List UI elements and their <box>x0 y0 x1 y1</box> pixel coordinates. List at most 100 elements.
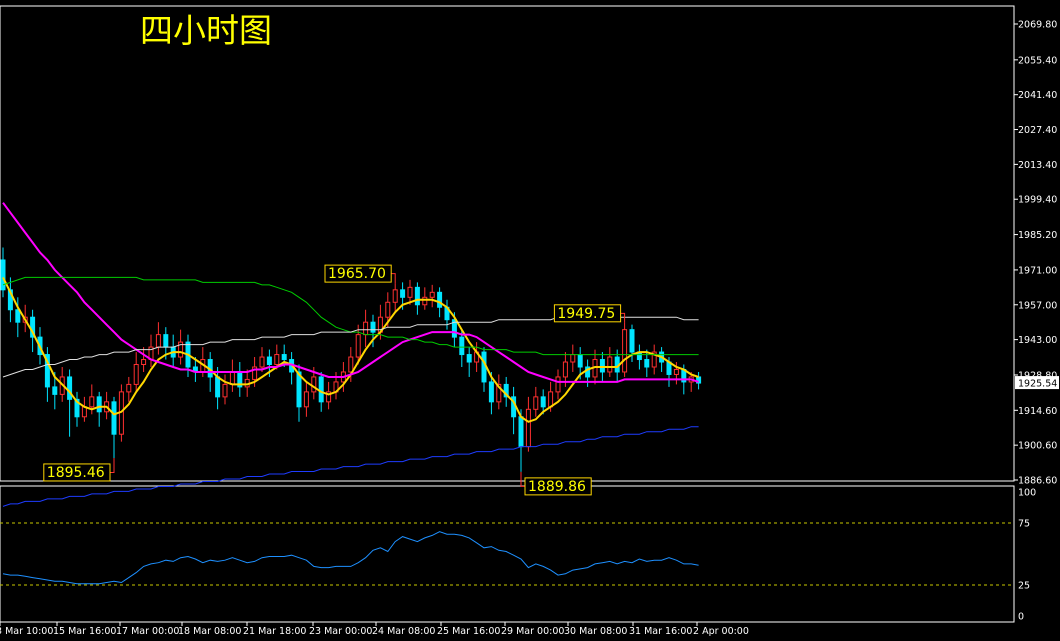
time-tick-label: 25 Mar 16:00 <box>437 626 500 637</box>
candle-body <box>111 401 117 435</box>
candle-body <box>548 391 554 408</box>
candle <box>0 247 6 298</box>
oscillator-tick-label: 100 <box>1018 488 1036 499</box>
candle-body <box>570 354 576 363</box>
candle-body <box>303 391 309 408</box>
candle-body <box>89 396 95 408</box>
annotation-leader <box>110 457 115 473</box>
candle-body <box>422 296 428 306</box>
candle <box>363 309 369 348</box>
candle-body <box>370 321 376 333</box>
candle-body <box>407 286 413 298</box>
annotation-box <box>524 477 592 496</box>
candle-body <box>155 334 161 348</box>
candle <box>155 322 161 355</box>
candle <box>74 391 80 427</box>
candle-body <box>141 359 147 366</box>
candle-body <box>644 359 650 368</box>
candle-body <box>429 291 435 298</box>
annotation-leader <box>391 273 396 284</box>
candle <box>496 374 502 410</box>
candle-body <box>525 408 531 448</box>
candle <box>414 282 420 315</box>
candle-body <box>355 334 361 358</box>
candle <box>503 376 509 407</box>
candle-body <box>311 376 317 393</box>
price-tick-label: 1957.00 <box>1018 300 1057 311</box>
candle <box>96 391 102 427</box>
time-tick-label: 2 Apr 00:00 <box>693 626 749 637</box>
candle-body <box>126 383 132 393</box>
candle-body <box>651 351 657 368</box>
annotation-text: 1965.70 <box>328 266 386 282</box>
candle-body <box>7 289 13 311</box>
candle <box>407 279 413 305</box>
candle <box>474 342 480 372</box>
candle-body <box>266 356 272 366</box>
price-tick-label: 1943.00 <box>1018 335 1057 346</box>
time-tick-label: 3 Mar 10:00 <box>0 626 53 637</box>
candle-body <box>222 383 228 398</box>
oscillator-tick-label: 0 <box>1018 612 1024 623</box>
ma_mid-line <box>2 202 699 383</box>
candle-body <box>133 364 139 385</box>
annotation-text: 1949.75 <box>557 306 615 322</box>
candle <box>525 396 531 452</box>
candle <box>466 347 472 377</box>
candle <box>370 314 376 348</box>
candle-body <box>673 368 679 375</box>
candle <box>274 344 280 370</box>
time-tick-label: 17 Mar 00:00 <box>116 626 179 637</box>
annotation-layer: 1895.46 1965.70 1949.75 1889.86 <box>43 264 626 496</box>
candle-body <box>74 398 80 418</box>
candle <box>607 347 613 377</box>
candle <box>44 347 50 402</box>
candle-body <box>451 319 457 338</box>
candle-body <box>385 301 391 318</box>
candle <box>651 344 657 375</box>
time-tick-label: 23 Mar 00:00 <box>309 626 372 637</box>
oscillator-tick-label: 75 <box>1018 519 1030 530</box>
candle-body <box>533 396 539 410</box>
candle-body <box>44 354 50 388</box>
candle <box>104 391 110 420</box>
annotation-box <box>43 463 111 482</box>
candle-body <box>296 371 302 408</box>
candle <box>215 366 221 410</box>
candle-body <box>229 371 235 385</box>
candle <box>555 369 561 400</box>
candle <box>673 362 679 385</box>
annotation-box <box>553 304 622 323</box>
candle-body <box>607 356 613 373</box>
oscillator-panel: 100 75 25 0 <box>0 488 1036 623</box>
candle <box>289 352 295 385</box>
price-tick-label: 2041.40 <box>1018 90 1057 101</box>
main-panel-border <box>0 5 1015 482</box>
candle-body <box>459 336 465 356</box>
candle-body <box>259 356 265 368</box>
candle-body <box>562 361 568 378</box>
candle-body <box>503 383 509 398</box>
annotation-text: 1895.46 <box>47 465 105 481</box>
candle <box>7 277 13 323</box>
price-annotation: 1965.70 <box>324 264 396 284</box>
candle <box>141 347 147 372</box>
candle-body <box>252 366 258 380</box>
candle <box>259 347 265 372</box>
time-tick-label: 29 Mar 00:00 <box>501 626 564 637</box>
candle-body <box>215 376 221 398</box>
time-tick-label: 30 Mar 08:00 <box>564 626 627 637</box>
candle-body <box>0 259 6 291</box>
time-tick-label: 21 Mar 18:00 <box>243 626 306 637</box>
annotation-text: 1889.86 <box>528 479 586 495</box>
oscillator-tick-label: 25 <box>1018 581 1030 592</box>
candle <box>178 329 184 365</box>
candle-body <box>518 416 524 448</box>
candle-body <box>15 309 21 323</box>
candle-body <box>437 291 443 308</box>
candle <box>644 349 650 377</box>
candle-body <box>555 376 561 393</box>
candle-body <box>577 354 583 368</box>
